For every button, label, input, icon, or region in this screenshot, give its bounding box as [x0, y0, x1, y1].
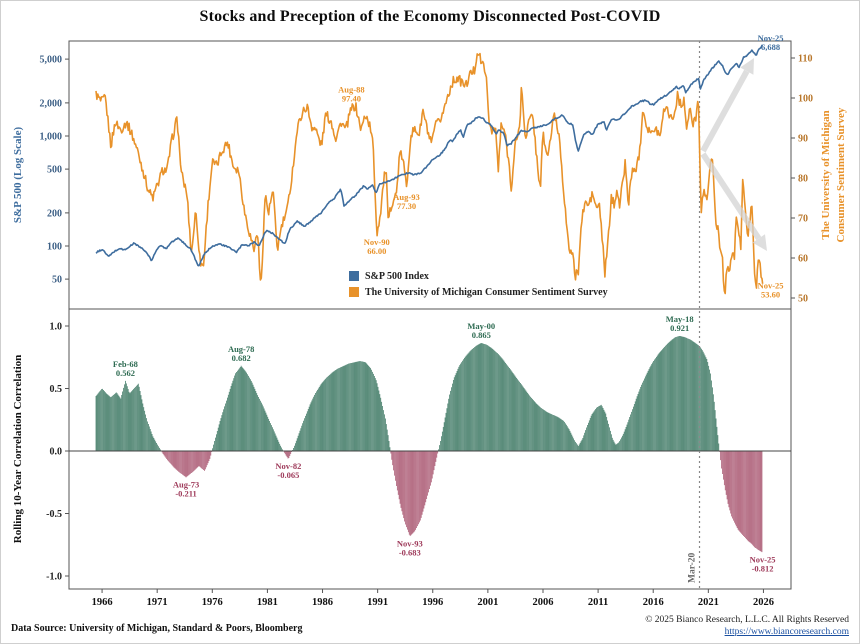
left-tick-label: 2,000 — [40, 98, 63, 109]
annotation-value: -0.812 — [752, 564, 774, 574]
legend-row-sp500: S&P 500 Index — [349, 268, 608, 284]
corr-tick-label: 1.0 — [50, 322, 63, 333]
sentiment-legend-swatch — [349, 287, 359, 297]
x-tick-label: 1996 — [422, 597, 443, 608]
x-tick-label: 2026 — [753, 597, 774, 608]
annotation-date: Aug-73 — [173, 479, 199, 489]
annotation-value: -0.065 — [277, 470, 299, 480]
annotation-date: May-18 — [666, 314, 694, 324]
sp500-legend-label: S&P 500 Index — [365, 270, 429, 282]
annotation-date: Nov-82 — [275, 461, 301, 471]
arrow-shaft — [700, 152, 762, 241]
right-tick-label: 60 — [798, 254, 808, 265]
sp500-axis-title: S&P 500 (Log Scale) — [12, 127, 24, 224]
right-tick-label: 50 — [798, 294, 808, 305]
legend-row-sentiment: The University of Michigan Consumer Sent… — [349, 284, 608, 300]
right-tick-label: 80 — [798, 174, 808, 185]
annotation-value: 6,688 — [761, 42, 780, 52]
x-tick-label: 2021 — [698, 597, 719, 608]
annotation-date: Nov-25 — [758, 281, 784, 291]
right-tick-label: 70 — [798, 214, 808, 225]
correlation-axis-title: Rolling 10-Year Correlation Correlation — [12, 355, 24, 544]
right-tick-label: 90 — [798, 134, 808, 145]
annotation-value: 0.682 — [232, 353, 251, 363]
left-tick-label: 50 — [52, 275, 62, 286]
annotation-date: Aug-78 — [228, 344, 254, 354]
annotation-value: 0.921 — [670, 323, 689, 333]
left-tick-label: 1,000 — [40, 132, 63, 143]
annotation-date: Nov-25 — [758, 33, 784, 43]
x-tick-label: 1966 — [92, 597, 113, 608]
annotation-value: 53.60 — [761, 290, 780, 300]
left-tick-label: 5,000 — [40, 55, 63, 66]
sentiment-line — [95, 52, 764, 295]
annotation-date: Aug-93 — [393, 192, 419, 202]
divergence-arrow-up — [700, 58, 754, 153]
annotation-date: Nov-25 — [750, 555, 776, 565]
annotation-value: 0.865 — [472, 330, 491, 340]
data-source-note: Data Source: University of Michigan, Sta… — [11, 623, 303, 634]
x-tick-label: 2016 — [643, 597, 664, 608]
x-tick-label: 1971 — [147, 597, 168, 608]
right-tick-label: 100 — [798, 94, 813, 105]
annotation-value: 77.30 — [397, 201, 416, 211]
annotation-date: Nov-90 — [364, 237, 390, 247]
corr-tick-label: 0.5 — [50, 384, 63, 395]
bottom-panel-frame — [68, 308, 792, 590]
legend: S&P 500 Index The University of Michigan… — [349, 268, 608, 300]
arrow-shaft — [700, 69, 750, 153]
annotation-date: Feb-68 — [113, 359, 138, 369]
left-tick-label: 100 — [47, 242, 62, 253]
sentiment-axis-title-line2: Consumer Sentiment Survey — [835, 107, 847, 242]
copyright-block: © 2025 Bianco Research, L.L.C. All Right… — [645, 614, 849, 638]
annotation-value: 66.00 — [367, 246, 386, 256]
sentiment-legend-label: The University of Michigan Consumer Sent… — [365, 286, 608, 298]
left-tick-label: 200 — [47, 208, 62, 219]
x-tick-label: 2006 — [532, 597, 553, 608]
corr-tick-label: -0.5 — [46, 509, 62, 520]
annotation-value: 0.562 — [116, 368, 135, 378]
annotation-date: Aug-88 — [338, 84, 364, 94]
left-tick-label: 500 — [47, 165, 62, 176]
annotation-value: 97.40 — [342, 93, 361, 103]
x-tick-label: 1986 — [312, 597, 333, 608]
event-line-label: Mar-20 — [688, 553, 698, 583]
copyright-text: © 2025 Bianco Research, L.L.C. All Right… — [645, 615, 849, 625]
annotation-date: Nov-93 — [397, 538, 423, 548]
x-tick-label: 1981 — [257, 597, 278, 608]
annotation-value: -0.683 — [399, 547, 421, 557]
correlation-bars — [95, 335, 763, 553]
corr-tick-label: 0.0 — [50, 447, 63, 458]
chart-title: Stocks and Preception of the Economy Dis… — [199, 8, 661, 25]
arrow-head — [740, 58, 754, 75]
arrow-head — [752, 234, 767, 251]
sp500-line — [95, 44, 763, 267]
annotation-date: May-00 — [467, 321, 495, 331]
x-tick-label: 1976 — [202, 597, 223, 608]
sp500-legend-swatch — [349, 271, 359, 281]
sentiment-axis-title-line1: The University of Michigan — [820, 110, 832, 239]
right-tick-label: 110 — [798, 54, 812, 65]
website-link[interactable]: https://www.biancoresearch.com — [724, 627, 849, 637]
corr-tick-label: -1.0 — [46, 572, 62, 583]
x-tick-label: 2001 — [477, 597, 498, 608]
divergence-arrow-down — [700, 152, 767, 251]
x-tick-label: 1991 — [367, 597, 388, 608]
annotation-value: -0.211 — [175, 488, 197, 498]
x-tick-label: 2011 — [588, 597, 608, 608]
